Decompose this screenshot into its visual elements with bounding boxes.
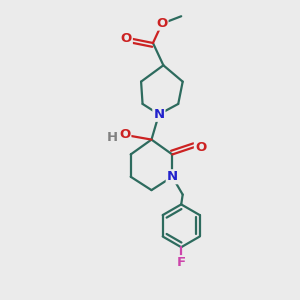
Text: O: O — [121, 32, 132, 45]
Text: O: O — [119, 128, 130, 141]
Text: N: N — [153, 108, 164, 121]
Text: O: O — [156, 16, 167, 30]
Text: F: F — [177, 256, 186, 269]
Text: H: H — [106, 131, 118, 144]
Text: N: N — [167, 170, 178, 183]
Text: O: O — [195, 140, 206, 154]
